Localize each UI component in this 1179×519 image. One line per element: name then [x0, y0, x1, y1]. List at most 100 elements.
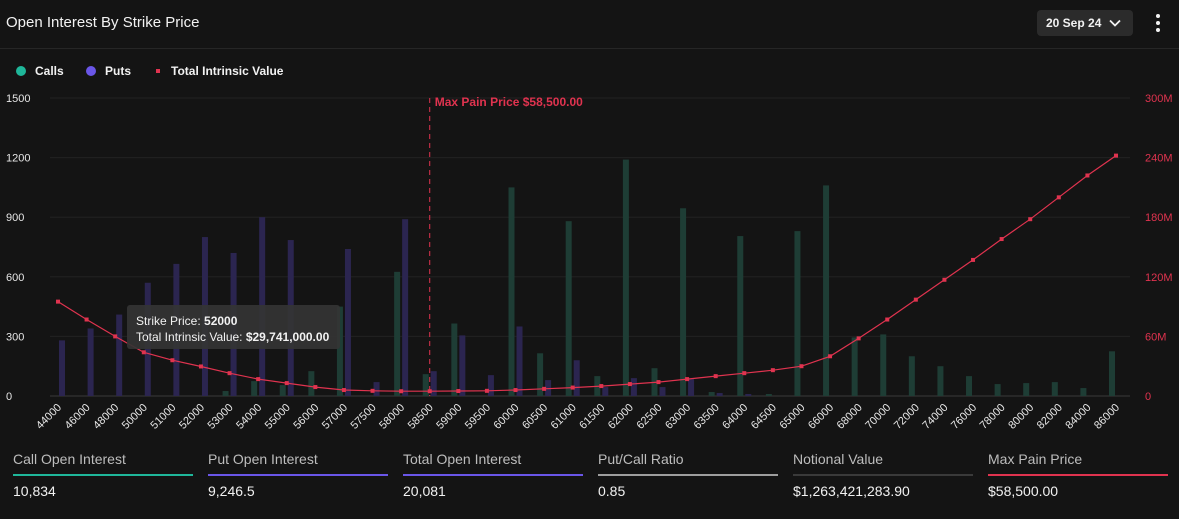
intrinsic-value-point [256, 377, 261, 382]
intrinsic-value-point [227, 371, 232, 376]
puts-bar [602, 387, 609, 396]
stats-bar: Call Open Interest 10,834 Put Open Inter… [0, 446, 1179, 519]
calls-bar [422, 374, 429, 396]
calls-bar [222, 391, 229, 396]
intrinsic-value-point [113, 334, 118, 339]
page-title: Open Interest By Strike Price [6, 14, 200, 31]
stat-underline [793, 474, 973, 476]
x-tick-label: 63000 [663, 402, 693, 432]
intrinsic-value-point [742, 371, 747, 376]
puts-bar [116, 314, 123, 396]
x-tick-label: 62000 [606, 402, 636, 432]
x-tick-label: 59500 [463, 402, 493, 432]
stat-value: 0.85 [598, 483, 626, 499]
tooltip-strike-label: Strike Price: [136, 314, 205, 328]
calls-bar [708, 392, 715, 396]
x-tick-label: 57500 [349, 402, 379, 432]
expiry-date-dropdown[interactable]: 20 Sep 24 [1037, 10, 1133, 36]
x-tick-label: 68000 [835, 402, 865, 432]
y-right-tick-label: 120M [1145, 272, 1173, 284]
puts-bar [59, 340, 65, 396]
x-tick-label: 61500 [577, 402, 607, 432]
calls-bar [251, 381, 258, 396]
calls-bar [680, 208, 687, 396]
stat-underline [403, 474, 583, 476]
intrinsic-value-point [799, 364, 804, 369]
x-tick-label: 58500 [406, 402, 436, 432]
intrinsic-value-point [999, 237, 1004, 242]
legend-item-intrinsic[interactable]: Total Intrinsic Value [153, 64, 283, 78]
expiry-date-label: 20 Sep 24 [1046, 16, 1102, 30]
x-tick-label: 48000 [91, 402, 121, 432]
x-tick-label: 86000 [1092, 402, 1122, 432]
legend-item-calls[interactable]: Calls [16, 64, 64, 78]
puts-bar [688, 379, 695, 396]
intrinsic-value-point [513, 388, 518, 393]
intrinsic-value-point [370, 388, 375, 393]
intrinsic-value-point [685, 377, 690, 382]
y-right-tick-label: 240M [1145, 153, 1173, 165]
x-tick-label: 64000 [720, 402, 750, 432]
intrinsic-value-point [627, 382, 632, 387]
intrinsic-value-point [427, 389, 432, 394]
puts-bar [716, 393, 723, 396]
x-tick-label: 76000 [949, 402, 979, 432]
calls-bar [565, 221, 572, 396]
tooltip-value-label: Total Intrinsic Value: [136, 330, 246, 344]
intrinsic-value-point [313, 385, 318, 390]
calls-bar [737, 236, 744, 396]
x-tick-label: 51000 [148, 402, 178, 432]
calls-bar [880, 334, 887, 396]
calls-bar [1051, 382, 1058, 396]
chevron-down-icon [1108, 16, 1122, 33]
calls-bar [765, 394, 772, 396]
puts-bar [745, 394, 752, 396]
x-tick-label: 50000 [120, 402, 150, 432]
intrinsic-value-point [885, 317, 890, 322]
puts-bar [487, 375, 494, 396]
stat-label: Total Open Interest [403, 451, 522, 467]
x-tick-label: 54000 [234, 402, 264, 432]
x-tick-label: 66000 [806, 402, 836, 432]
calls-bar [394, 271, 401, 396]
stat-value: $58,500.00 [988, 483, 1059, 499]
stat-value: 9,246.5 [208, 483, 255, 499]
intrinsic-value-point [856, 336, 861, 341]
x-tick-label: 58000 [377, 402, 407, 432]
stat-label: Put Open Interest [208, 451, 318, 467]
calls-bar [1109, 351, 1115, 396]
intrinsic-value-point [141, 350, 146, 355]
puts-bar [87, 328, 94, 396]
intrinsic-value-point [456, 389, 461, 394]
intrinsic-value-point [56, 299, 60, 304]
x-tick-label: 62500 [634, 402, 664, 432]
intrinsic-value-point [599, 384, 604, 389]
x-tick-label: 63500 [692, 402, 722, 432]
y-left-tick-label: 300 [6, 331, 24, 343]
intrinsic-value-point [913, 297, 918, 302]
legend-item-puts[interactable]: Puts [86, 64, 131, 78]
x-tick-label: 72000 [892, 402, 922, 432]
y-left-tick-label: 1200 [6, 153, 30, 165]
x-tick-label: 78000 [978, 402, 1008, 432]
stat-label: Call Open Interest [13, 451, 126, 467]
y-left-tick-label: 600 [6, 272, 24, 284]
intrinsic-value-point [713, 374, 718, 379]
calls-bar [966, 376, 973, 396]
stat-underline [13, 474, 193, 476]
tooltip-value-value: $29,741,000.00 [245, 330, 330, 344]
x-tick-label: 64500 [749, 402, 779, 432]
calls-bar [537, 353, 544, 396]
y-left-tick-label: 900 [6, 212, 24, 224]
stat-value: 20,081 [403, 483, 446, 499]
legend-intrinsic-label: Total Intrinsic Value [171, 64, 284, 78]
calls-dot-icon [16, 66, 26, 76]
puts-bar [430, 371, 437, 396]
x-tick-label: 57000 [320, 402, 350, 432]
intrinsic-value-point [542, 386, 547, 391]
stat-label: Put/Call Ratio [598, 451, 684, 467]
more-options-icon[interactable] [1150, 12, 1166, 34]
intrinsic-value-line [57, 155, 1117, 392]
x-tick-label: 80000 [1006, 402, 1036, 432]
x-tick-label: 59000 [434, 402, 464, 432]
